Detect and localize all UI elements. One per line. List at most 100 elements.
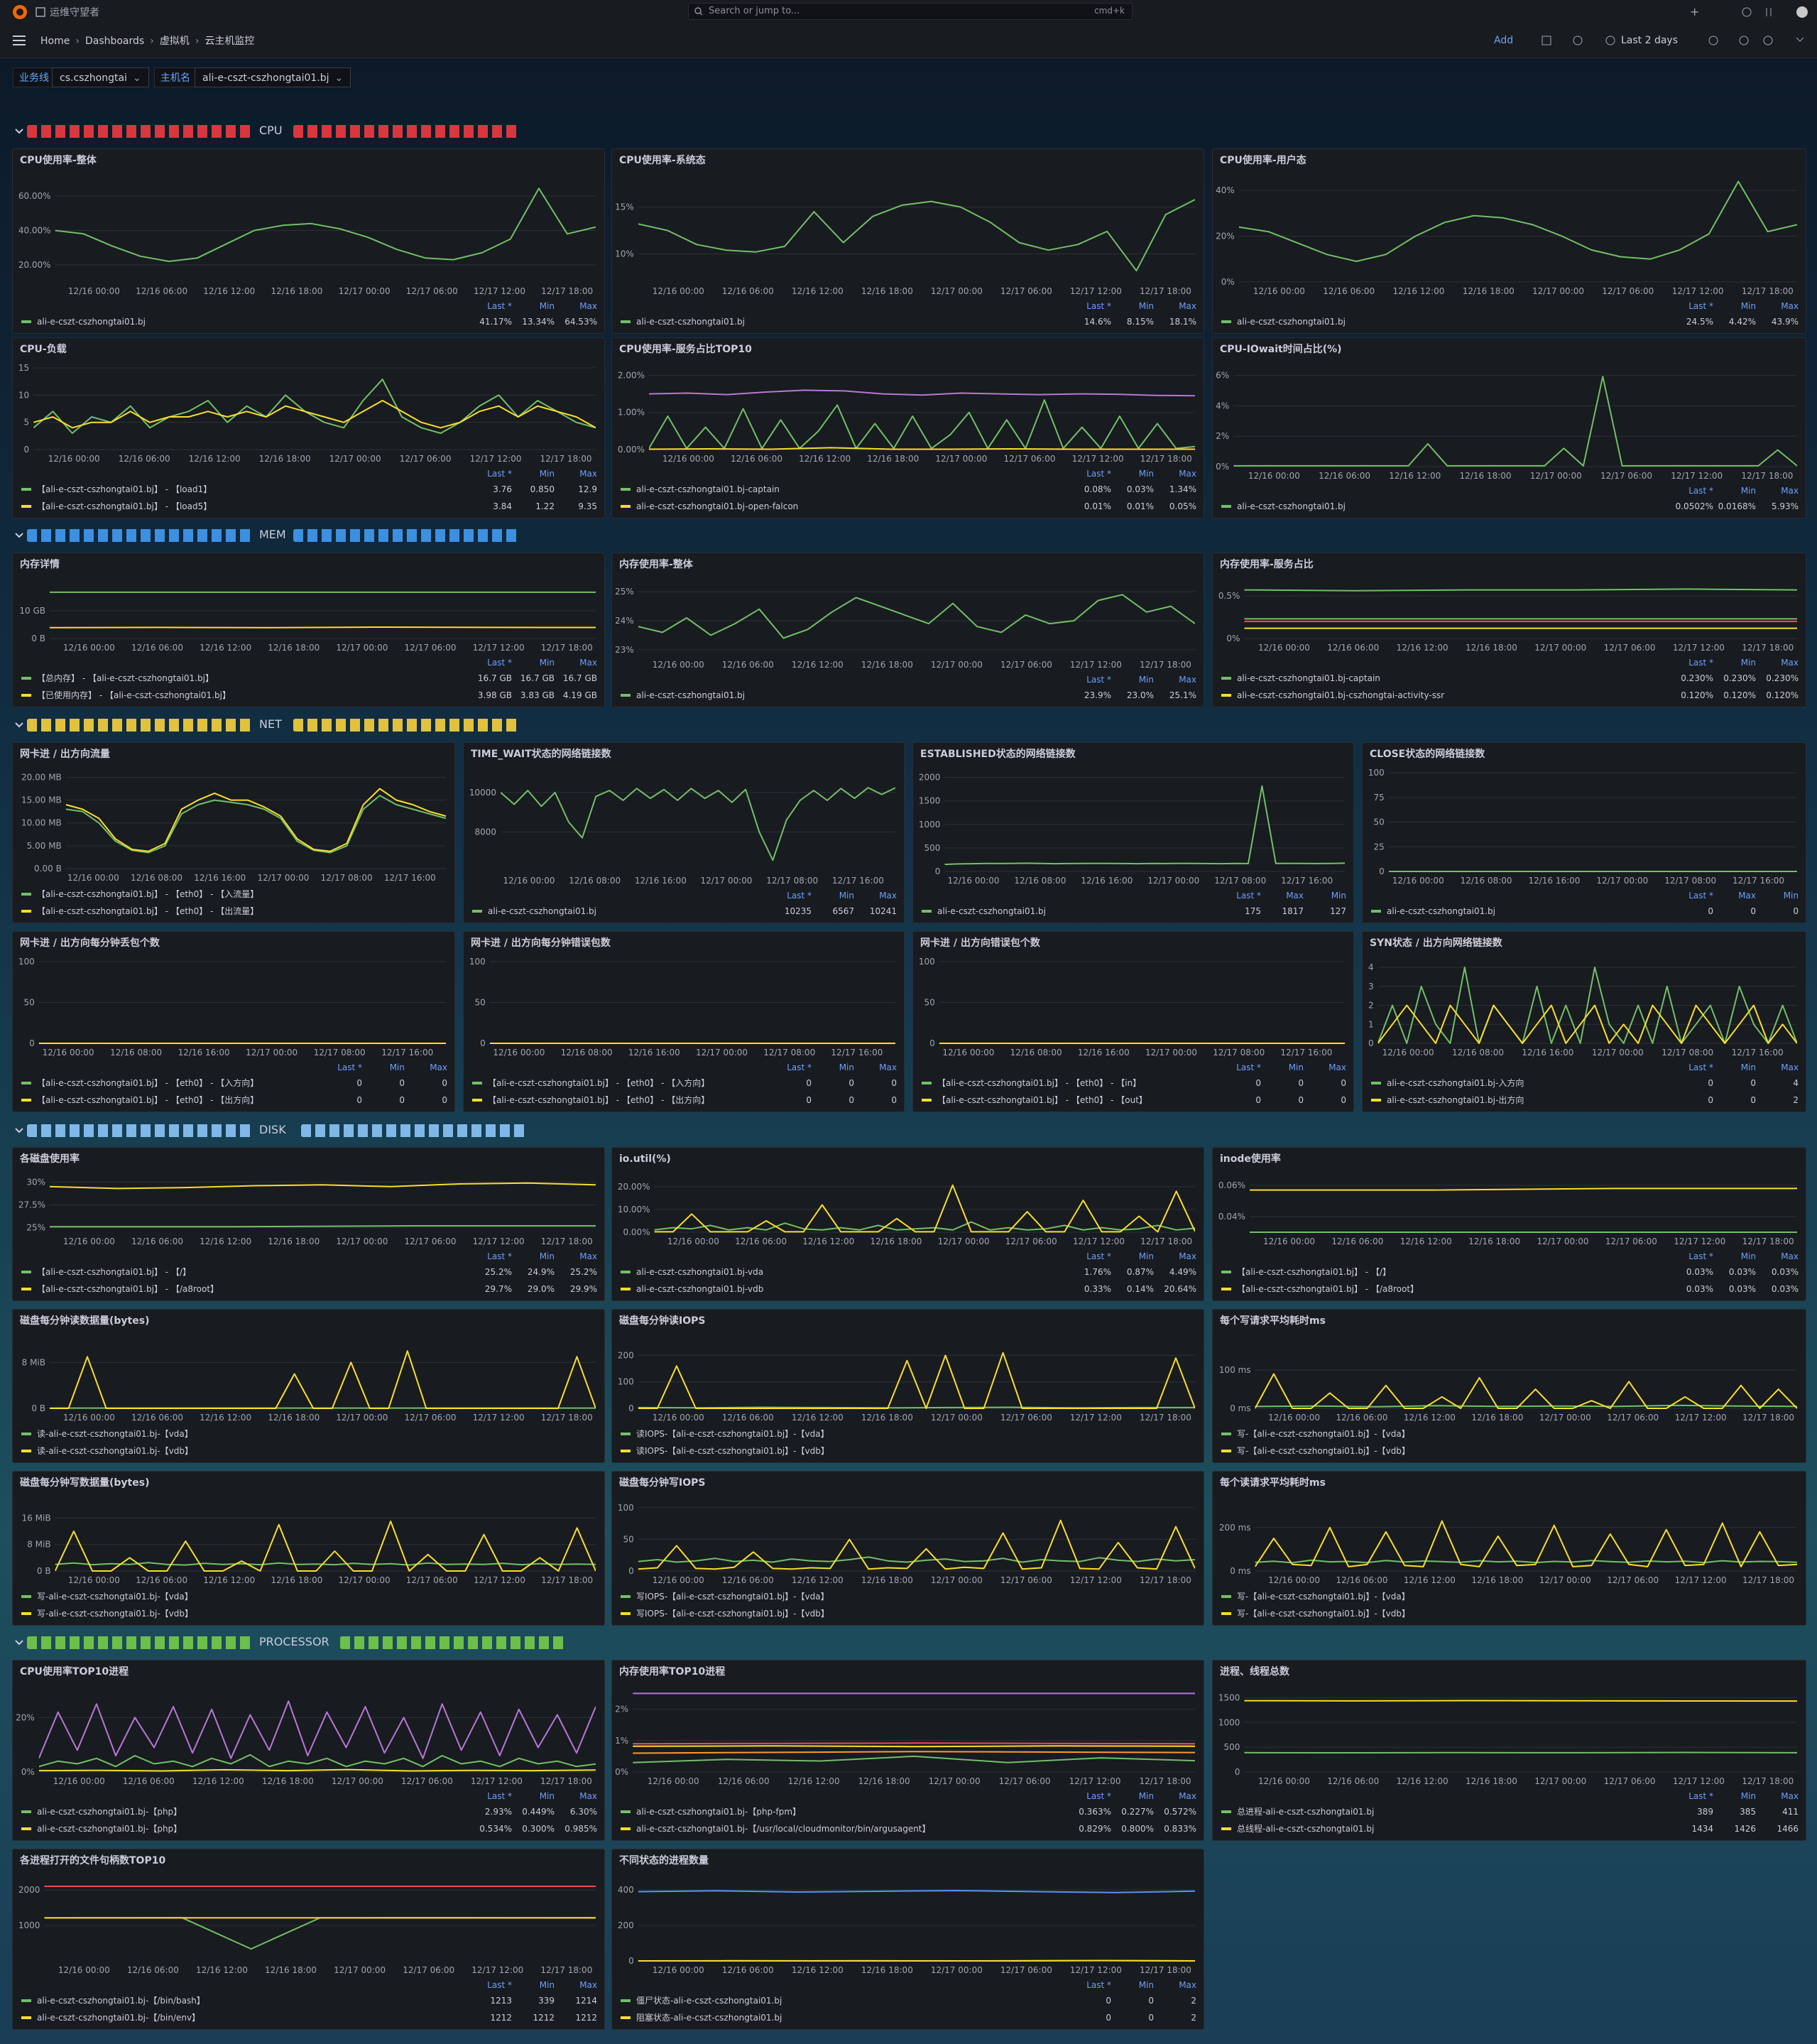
legend-name[interactable]: 总进程-ali-e-cszt-cszhongtai01.bj [1237,1806,1374,1817]
legend-name[interactable]: 【ali-e-cszt-cszhongtai01.bj】 - 【load1】 [37,484,212,494]
y-tick-label: 20% [16,1712,35,1722]
legend-name[interactable]: ali-e-cszt-cszhongtai01.bj-【/bin/bash】 [37,1996,205,2006]
row-header[interactable]: MEM [14,526,582,545]
legend-name[interactable]: 【ali-e-cszt-cszhongtai01.bj】 - 【/a8root】 [37,1284,219,1294]
legend-name[interactable]: ali-e-cszt-cszhongtai01.bj [636,690,745,700]
legend-name[interactable]: ali-e-cszt-cszhongtai01.bj-captain [1237,673,1380,683]
legend-name[interactable]: 【ali-e-cszt-cszhongtai01.bj】 - 【eth0】 - … [488,1077,709,1088]
y-tick-label: 0% [1221,277,1235,287]
legend-stat: 0.829% [1079,1824,1111,1834]
breadcrumb[interactable]: Home [40,36,70,47]
panel: TIME_WAIT状态的网络链接数 8000 10000 12/16 00:00 12/… [463,742,905,923]
legend-name[interactable]: ali-e-cszt-cszhongtai01.bj-【php】 [37,1807,182,1817]
grafana-logo[interactable] [11,4,28,21]
legend-name[interactable]: ali-e-cszt-cszhongtai01.bj [636,317,745,327]
legend-name[interactable]: 僵尸状态-ali-e-cszt-cszhongtai01.bj [636,1996,782,2006]
x-tick-label: 12/16 00:00 [503,876,555,886]
x-tick-label: 12/16 06:00 [722,660,774,670]
legend-name[interactable]: 写-ali-e-cszt-cszhongtai01.bj-【vdb】 [37,1609,193,1619]
legend-name[interactable]: ali-e-cszt-cszhongtai01.bj-open-falcon [636,501,798,511]
org-name[interactable]: 运维守望者 [50,7,99,18]
legend-name[interactable]: ali-e-cszt-cszhongtai01.bj-【/bin/env】 [37,2013,200,2023]
legend-name[interactable]: ali-e-cszt-cszhongtai01.bj [37,317,146,327]
legend-name[interactable]: ali-e-cszt-cszhongtai01.bj [937,906,1046,916]
row-header[interactable]: NET [14,716,582,734]
legend-header: Max [1781,1251,1799,1261]
legend-name[interactable]: ali-e-cszt-cszhongtai01.bj-captain [636,484,780,494]
legend-name[interactable]: 阻塞状态-ali-e-cszt-cszhongtai01.bj [636,2012,782,2023]
legend-name[interactable]: 【ali-e-cszt-cszhongtai01.bj】 - 【/】 [1237,1267,1391,1277]
x-tick-label: 12/17 06:00 [401,1776,453,1786]
legend-name[interactable]: ali-e-cszt-cszhongtai01.bj-vda [636,1267,763,1277]
legend-name[interactable]: 写-【ali-e-cszt-cszhongtai01.bj】-【vda】 [1237,1592,1410,1602]
panel-title: 内存使用率TOP10进程 [619,1665,725,1678]
legend-name[interactable]: 【ali-e-cszt-cszhongtai01.bj】 - 【eth0】 - … [937,1095,1147,1105]
legend-name[interactable]: 【ali-e-cszt-cszhongtai01.bj】 - 【eth0】 - … [37,889,258,899]
legend-name[interactable]: ali-e-cszt-cszhongtai01.bj-出方向 [1387,1094,1524,1105]
legend-name[interactable]: 写-【ali-e-cszt-cszhongtai01.bj】-【vdb】 [1237,1446,1410,1456]
legend-name[interactable]: 读IOPS-【ali-e-cszt-cszhongtai01.bj】-【vdb】 [636,1446,829,1456]
legend-name[interactable]: ali-e-cszt-cszhongtai01.bj-【php】 [37,1824,182,1834]
legend-name[interactable]: 写IOPS-【ali-e-cszt-cszhongtai01.bj】-【vdb】 [636,1609,829,1619]
add-button[interactable]: Add [1475,32,1517,49]
x-tick-label: 12/17 00:00 [257,873,309,883]
x-tick-label: 12/16 08:00 [1010,1048,1062,1058]
legend-name[interactable]: ali-e-cszt-cszhongtai01.bj [1237,317,1346,327]
menu-icon[interactable] [13,35,27,46]
legend-name[interactable]: 写-【ali-e-cszt-cszhongtai01.bj】-【vda】 [1237,1429,1410,1439]
y-tick-label: 500 [924,843,940,853]
legend-name[interactable]: ali-e-cszt-cszhongtai01.bj [1387,906,1495,916]
toolbar-icons[interactable] [1534,35,1811,48]
x-tick-label: 12/16 00:00 [947,876,999,886]
search-box[interactable]: Search or jump to... cmd+k [688,3,1133,20]
legend-name[interactable]: 读-ali-e-cszt-cszhongtai01.bj-【vdb】 [37,1446,193,1456]
breadcrumb[interactable]: 云主机监控 [204,36,255,47]
plot-area [1244,588,1797,629]
legend-name[interactable]: 【ali-e-cszt-cszhongtai01.bj】 - 【eth0】 - … [37,1094,258,1105]
row-header[interactable]: PROCESSOR [14,1633,582,1652]
x-tick-label: 12/16 18:00 [262,1776,314,1786]
breadcrumb[interactable]: 虚拟机 [159,36,190,47]
legend-name[interactable]: 【ali-e-cszt-cszhongtai01.bj】 - 【/a8root】 [1237,1284,1419,1294]
row-decoration [27,529,254,542]
variable-value[interactable]: cs.cszhongtai ⌄ [52,67,149,87]
legend-name[interactable]: 【ali-e-cszt-cszhongtai01.bj】 - 【eth0】 - … [937,1078,1141,1088]
x-tick-label: 12/16 06:00 [731,454,782,464]
series-line [1255,1373,1798,1409]
legend-stat: 0 [806,1078,812,1088]
legend-name[interactable]: ali-e-cszt-cszhongtai01.bj [1237,501,1346,511]
legend-name[interactable]: 写-ali-e-cszt-cszhongtai01.bj-【vda】 [37,1592,193,1602]
legend-name[interactable]: 读-ali-e-cszt-cszhongtai01.bj-【vda】 [37,1429,193,1439]
legend-name[interactable]: ali-e-cszt-cszhongtai01.bj-入方向 [1387,1077,1524,1088]
x-tick-label: 12/16 18:00 [861,1575,913,1585]
legend-name[interactable]: 【ali-e-cszt-cszhongtai01.bj】 - 【eth0】 - … [488,1094,709,1105]
legend-name[interactable]: 【总内存】 - 【ali-e-cszt-cszhongtai01.bj】 [37,673,214,683]
legend-name[interactable]: 【ali-e-cszt-cszhongtai01.bj】 - 【load5】 [37,501,212,511]
legend-name[interactable]: 【ali-e-cszt-cszhongtai01.bj】 - 【eth0】 - … [37,906,258,916]
x-tick-label: 12/17 00:00 [938,1236,990,1246]
time-picker[interactable]: Last 2 days [1603,32,1678,49]
x-tick-label: 12/17 18:00 [1741,471,1793,481]
legend-name[interactable]: ali-e-cszt-cszhongtai01.bj-【/usr/local/c… [636,1824,931,1834]
variable-value[interactable]: ali-e-cszt-cszhongtai01.bj ⌄ [195,67,351,87]
legend-header: Last * [1236,1062,1261,1072]
x-tick-label: 12/16 12:00 [792,660,844,670]
legend-name[interactable]: 【已使用内存】 - 【ali-e-cszt-cszhongtai01.bj】 [37,690,231,700]
legend-name[interactable]: 写-【ali-e-cszt-cszhongtai01.bj】-【vdb】 [1237,1609,1410,1619]
row-decoration [27,1636,254,1649]
legend-name[interactable]: ali-e-cszt-cszhongtai01.bj-cszhongtai-ac… [1237,690,1444,700]
legend-name[interactable]: 读IOPS-【ali-e-cszt-cszhongtai01.bj】-【vda】 [636,1429,829,1439]
legend-name[interactable]: ali-e-cszt-cszhongtai01.bj-【php-fpm】 [636,1807,801,1817]
legend-name[interactable]: 【ali-e-cszt-cszhongtai01.bj】 - 【/】 [37,1267,191,1277]
top-icons[interactable]: + [1690,6,1811,18]
legend-name[interactable]: 写IOPS-【ali-e-cszt-cszhongtai01.bj】-【vda】 [636,1592,829,1602]
row-header[interactable]: DISK [14,1121,582,1140]
y-tick-label: 3 [1368,982,1374,991]
legend-name[interactable]: 总线程-ali-e-cszt-cszhongtai01.bj [1237,1823,1374,1834]
row-header[interactable]: CPU [14,122,582,141]
legend-name[interactable]: ali-e-cszt-cszhongtai01.bj-vdb [636,1284,763,1294]
breadcrumb[interactable]: Dashboards [84,36,145,47]
legend-name[interactable]: ali-e-cszt-cszhongtai01.bj [488,906,596,916]
row-title: PROCESSOR [259,1635,329,1648]
legend-name[interactable]: 【ali-e-cszt-cszhongtai01.bj】 - 【eth0】 - … [37,1077,258,1088]
